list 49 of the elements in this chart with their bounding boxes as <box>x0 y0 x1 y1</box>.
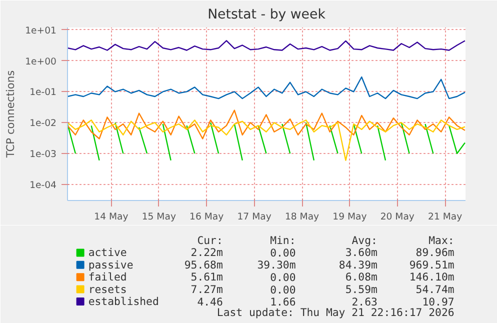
text: 84.39m <box>338 258 378 272</box>
text: 5.61m <box>190 270 223 284</box>
text: Avg: <box>352 234 378 247</box>
legend-label: passive <box>88 258 134 272</box>
text: 95.68m <box>184 258 223 272</box>
legend-label: resets <box>88 282 127 296</box>
legend-label: established <box>88 295 159 308</box>
line-series <box>68 76 466 100</box>
text: Min: <box>270 234 296 247</box>
line-series <box>68 110 466 140</box>
text: 2.63 <box>352 296 378 308</box>
text: 5.59m <box>345 282 378 296</box>
text: 3.60m <box>345 246 378 260</box>
line-series <box>68 40 466 51</box>
y-axis-title: TCP connections <box>4 70 18 159</box>
text: 146.10m <box>409 270 454 284</box>
y-tick-label: 1e-04 <box>30 180 57 191</box>
text: 0.00 <box>270 246 296 260</box>
chart-title: Netstat - by week <box>208 8 326 22</box>
y-tick-label: 1e-03 <box>30 148 57 160</box>
text: Cur: <box>197 234 223 247</box>
x-tick-label: 21 May <box>428 212 463 222</box>
text: 969.51m <box>409 258 454 272</box>
y-tick-label: 1e+01 <box>25 25 57 36</box>
text: 39.30m <box>257 258 296 272</box>
x-tick-label: 14 May <box>94 212 129 222</box>
text: 89.96m <box>416 246 454 260</box>
legend-label: failed <box>88 270 127 284</box>
x-tick-label: 17 May <box>237 212 272 222</box>
text: 4.46 <box>197 296 223 308</box>
text: 7.27m <box>190 282 223 296</box>
text: Max: <box>428 234 454 247</box>
x-tick-label: 19 May <box>332 212 368 222</box>
text: 0.00 <box>270 283 296 296</box>
y-tick-label: 1e+00 <box>25 56 57 68</box>
text: 10.97 <box>422 296 454 308</box>
text: 6.08m <box>345 270 378 284</box>
text: 1.66 <box>270 296 296 308</box>
x-tick-label: 20 May <box>380 212 415 222</box>
x-tick-label: 16 May <box>190 212 224 222</box>
y-tick-label: 1e-01 <box>30 87 57 98</box>
y-tick-label: 1e-02 <box>30 118 57 130</box>
x-tick-label: 15 May <box>142 212 176 222</box>
text: 0.00 <box>270 271 296 284</box>
text: Last update: Thu May 21 22:16:17 2026 <box>216 306 454 320</box>
x-tick-label: 18 May <box>284 212 320 222</box>
text: 2.22m <box>190 246 223 260</box>
legend-label: active <box>88 246 127 260</box>
text: 54.74m <box>416 282 454 296</box>
